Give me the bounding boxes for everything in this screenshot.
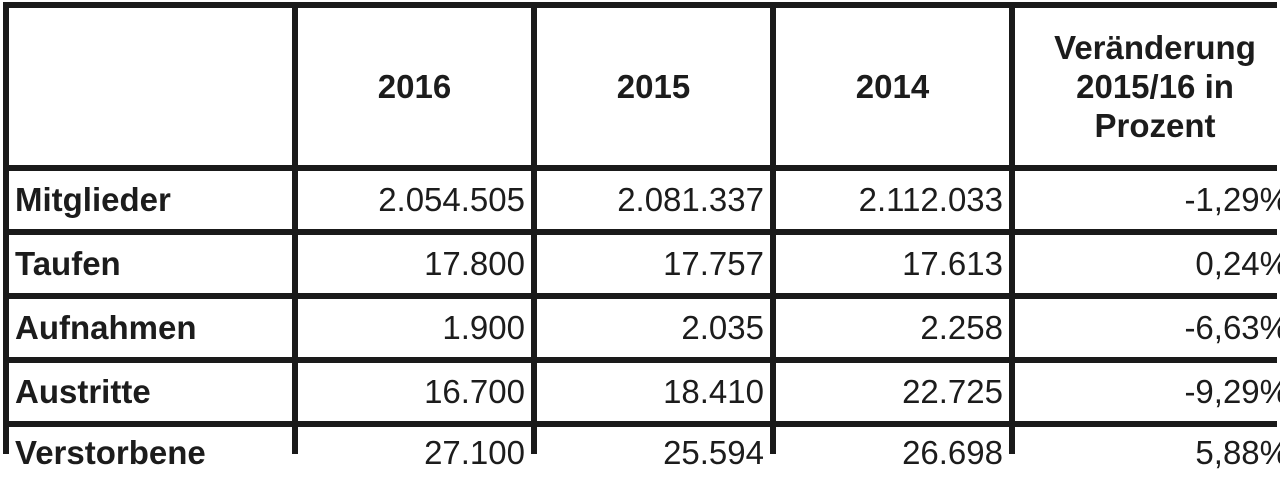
- cell-aufnahmen-change: -6,63%: [1015, 299, 1280, 357]
- cell-aufnahmen-2014: 2.258: [776, 299, 1009, 357]
- row-label-verstorbene: Verstorbene: [9, 427, 292, 478]
- cell-austritte-change: -9,29%: [1015, 363, 1280, 421]
- cell-austritte-2015: 18.410: [537, 363, 770, 421]
- row-label-taufen: Taufen: [9, 235, 292, 293]
- cell-taufen-2014: 17.613: [776, 235, 1009, 293]
- cell-taufen-2015: 17.757: [537, 235, 770, 293]
- cell-verstorbene-2016: 27.100: [298, 427, 531, 478]
- cell-mitglieder-change: -1,29%: [1015, 171, 1280, 229]
- row-label-mitglieder: Mitglieder: [9, 171, 292, 229]
- cell-mitglieder-2014: 2.112.033: [776, 171, 1009, 229]
- cell-verstorbene-2015: 25.594: [537, 427, 770, 478]
- header-year-2016: 2016: [298, 8, 531, 165]
- header-year-2014: 2014: [776, 8, 1009, 165]
- cell-austritte-2014: 22.725: [776, 363, 1009, 421]
- cell-aufnahmen-2015: 2.035: [537, 299, 770, 357]
- cell-austritte-2016: 16.700: [298, 363, 531, 421]
- cell-mitglieder-2015: 2.081.337: [537, 171, 770, 229]
- cell-taufen-change: 0,24%: [1015, 235, 1280, 293]
- cell-taufen-2016: 17.800: [298, 235, 531, 293]
- header-year-2015: 2015: [537, 8, 770, 165]
- header-change-percent: Veränderung 2015/16 in Prozent: [1015, 8, 1280, 165]
- cell-aufnahmen-2016: 1.900: [298, 299, 531, 357]
- header-corner-cell: [9, 8, 292, 165]
- cell-verstorbene-2014: 26.698: [776, 427, 1009, 478]
- cell-mitglieder-2016: 2.054.505: [298, 171, 531, 229]
- row-label-austritte: Austritte: [9, 363, 292, 421]
- cell-verstorbene-change: 5,88%: [1015, 427, 1280, 478]
- statistics-table: 2016 2015 2014 Veränderung 2015/16 in Pr…: [3, 2, 1280, 478]
- row-label-aufnahmen: Aufnahmen: [9, 299, 292, 357]
